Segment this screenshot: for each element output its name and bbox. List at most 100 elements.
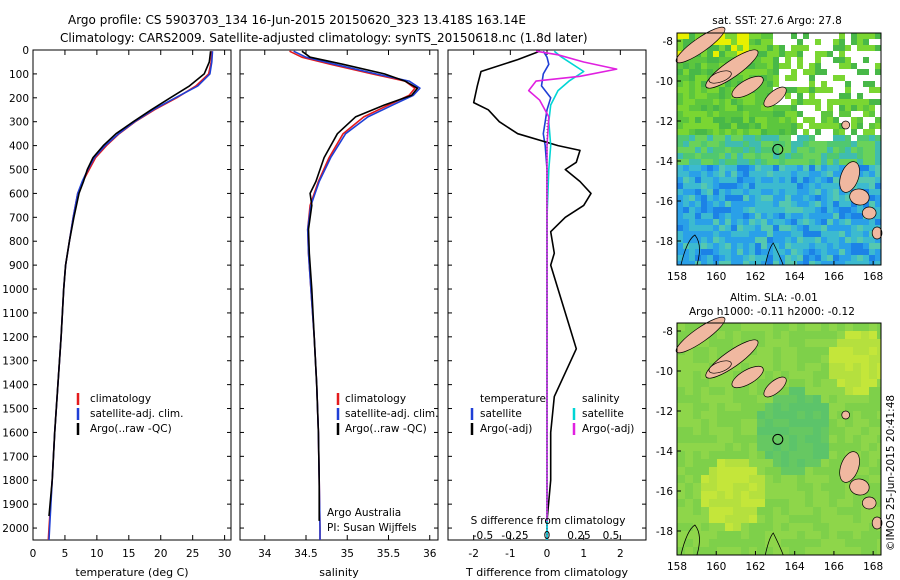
map-cell: [863, 33, 869, 39]
depth-tick-label: 1000: [2, 284, 29, 296]
map-cell: [821, 51, 827, 57]
map-cell: [853, 547, 861, 555]
map-y-tick-label: -18: [656, 526, 673, 538]
map-cell: [761, 93, 767, 99]
map-cell: [707, 63, 713, 69]
map-cell: [773, 395, 781, 403]
map-cell: [815, 249, 821, 255]
map-cell: [821, 165, 827, 171]
map-cell: [875, 171, 881, 177]
map-cell: [749, 225, 755, 231]
x-tick-label: 20: [154, 548, 167, 560]
map-cell: [797, 87, 803, 93]
map-cell: [767, 183, 773, 189]
map-cell: [829, 363, 837, 371]
map-cell: [809, 135, 815, 141]
map-cell: [719, 159, 725, 165]
map-cell: [761, 225, 767, 231]
map-cell: [779, 195, 785, 201]
map-cell: [693, 419, 701, 427]
map-cell: [837, 355, 845, 363]
map-cell: [809, 117, 815, 123]
map-cell: [733, 451, 741, 459]
map-cell: [725, 195, 731, 201]
map-cell: [737, 105, 743, 111]
map-cell: [869, 539, 877, 547]
map-cell: [767, 147, 773, 153]
map-cell: [829, 403, 837, 411]
sst-map-title: sat. SST: 27.6 Argo: 27.8: [712, 15, 842, 27]
map-cell: [683, 75, 689, 81]
legend-label-sal-satellite: satellite: [582, 408, 624, 420]
map-cell: [717, 547, 725, 555]
map-cell: [805, 355, 813, 363]
map-cell: [765, 483, 773, 491]
map-cell: [779, 45, 785, 51]
map-cell: [755, 39, 761, 45]
map-cell: [803, 33, 809, 39]
map-cell: [857, 249, 863, 255]
map-cell: [789, 371, 797, 379]
map-cell: [827, 87, 833, 93]
map-cell: [839, 153, 845, 159]
map-cell: [725, 491, 733, 499]
map-cell: [869, 135, 875, 141]
map-cell: [833, 93, 839, 99]
map-cell: [821, 189, 827, 195]
map-cell: [857, 183, 863, 189]
map-cell: [833, 99, 839, 105]
map-cell: [689, 63, 695, 69]
map-cell: [805, 515, 813, 523]
map-cell: [821, 339, 829, 347]
map-cell: [677, 467, 685, 475]
map-cell: [827, 57, 833, 63]
map-cell: [809, 123, 815, 129]
sst-map-frame: [676, 32, 882, 266]
map-cell: [809, 153, 815, 159]
map-cell: [853, 403, 861, 411]
map-cell: [773, 177, 779, 183]
map-cell: [709, 443, 717, 451]
map-cell: [709, 347, 717, 355]
map-cell: [725, 225, 731, 231]
map-cell: [677, 111, 683, 117]
map-cell: [725, 475, 733, 483]
map-cell: [827, 225, 833, 231]
map-cell: [845, 539, 853, 547]
map-cell: [717, 475, 725, 483]
map-cell: [821, 403, 829, 411]
map-cell: [741, 459, 749, 467]
map-cell: [683, 243, 689, 249]
map-cell: [767, 75, 773, 81]
map-cell: [689, 207, 695, 213]
map-cell: [695, 183, 701, 189]
map-cell: [857, 171, 863, 177]
map-cell: [815, 213, 821, 219]
map-cell: [845, 141, 851, 147]
map-cell: [725, 51, 731, 57]
map-cell: [731, 147, 737, 153]
map-cell: [821, 153, 827, 159]
map-cell: [863, 261, 869, 265]
map-cell: [707, 249, 713, 255]
map-cell: [701, 51, 707, 57]
map-cell: [813, 507, 821, 515]
island-shape: [839, 451, 860, 483]
map-cell: [749, 105, 755, 111]
map-cell: [683, 255, 689, 261]
map-cell: [713, 111, 719, 117]
map-cell: [779, 225, 785, 231]
map-cell: [765, 491, 773, 499]
map-cell: [695, 33, 701, 39]
map-cell: [809, 243, 815, 249]
map-cell: [779, 75, 785, 81]
map-cell: [833, 231, 839, 237]
map-cell: [797, 135, 803, 141]
map-cell: [845, 105, 851, 111]
map-cell: [685, 355, 693, 363]
map-cell: [863, 171, 869, 177]
map-cell: [677, 183, 683, 189]
map-cell: [827, 135, 833, 141]
map-cell: [785, 57, 791, 63]
map-cell: [821, 363, 829, 371]
